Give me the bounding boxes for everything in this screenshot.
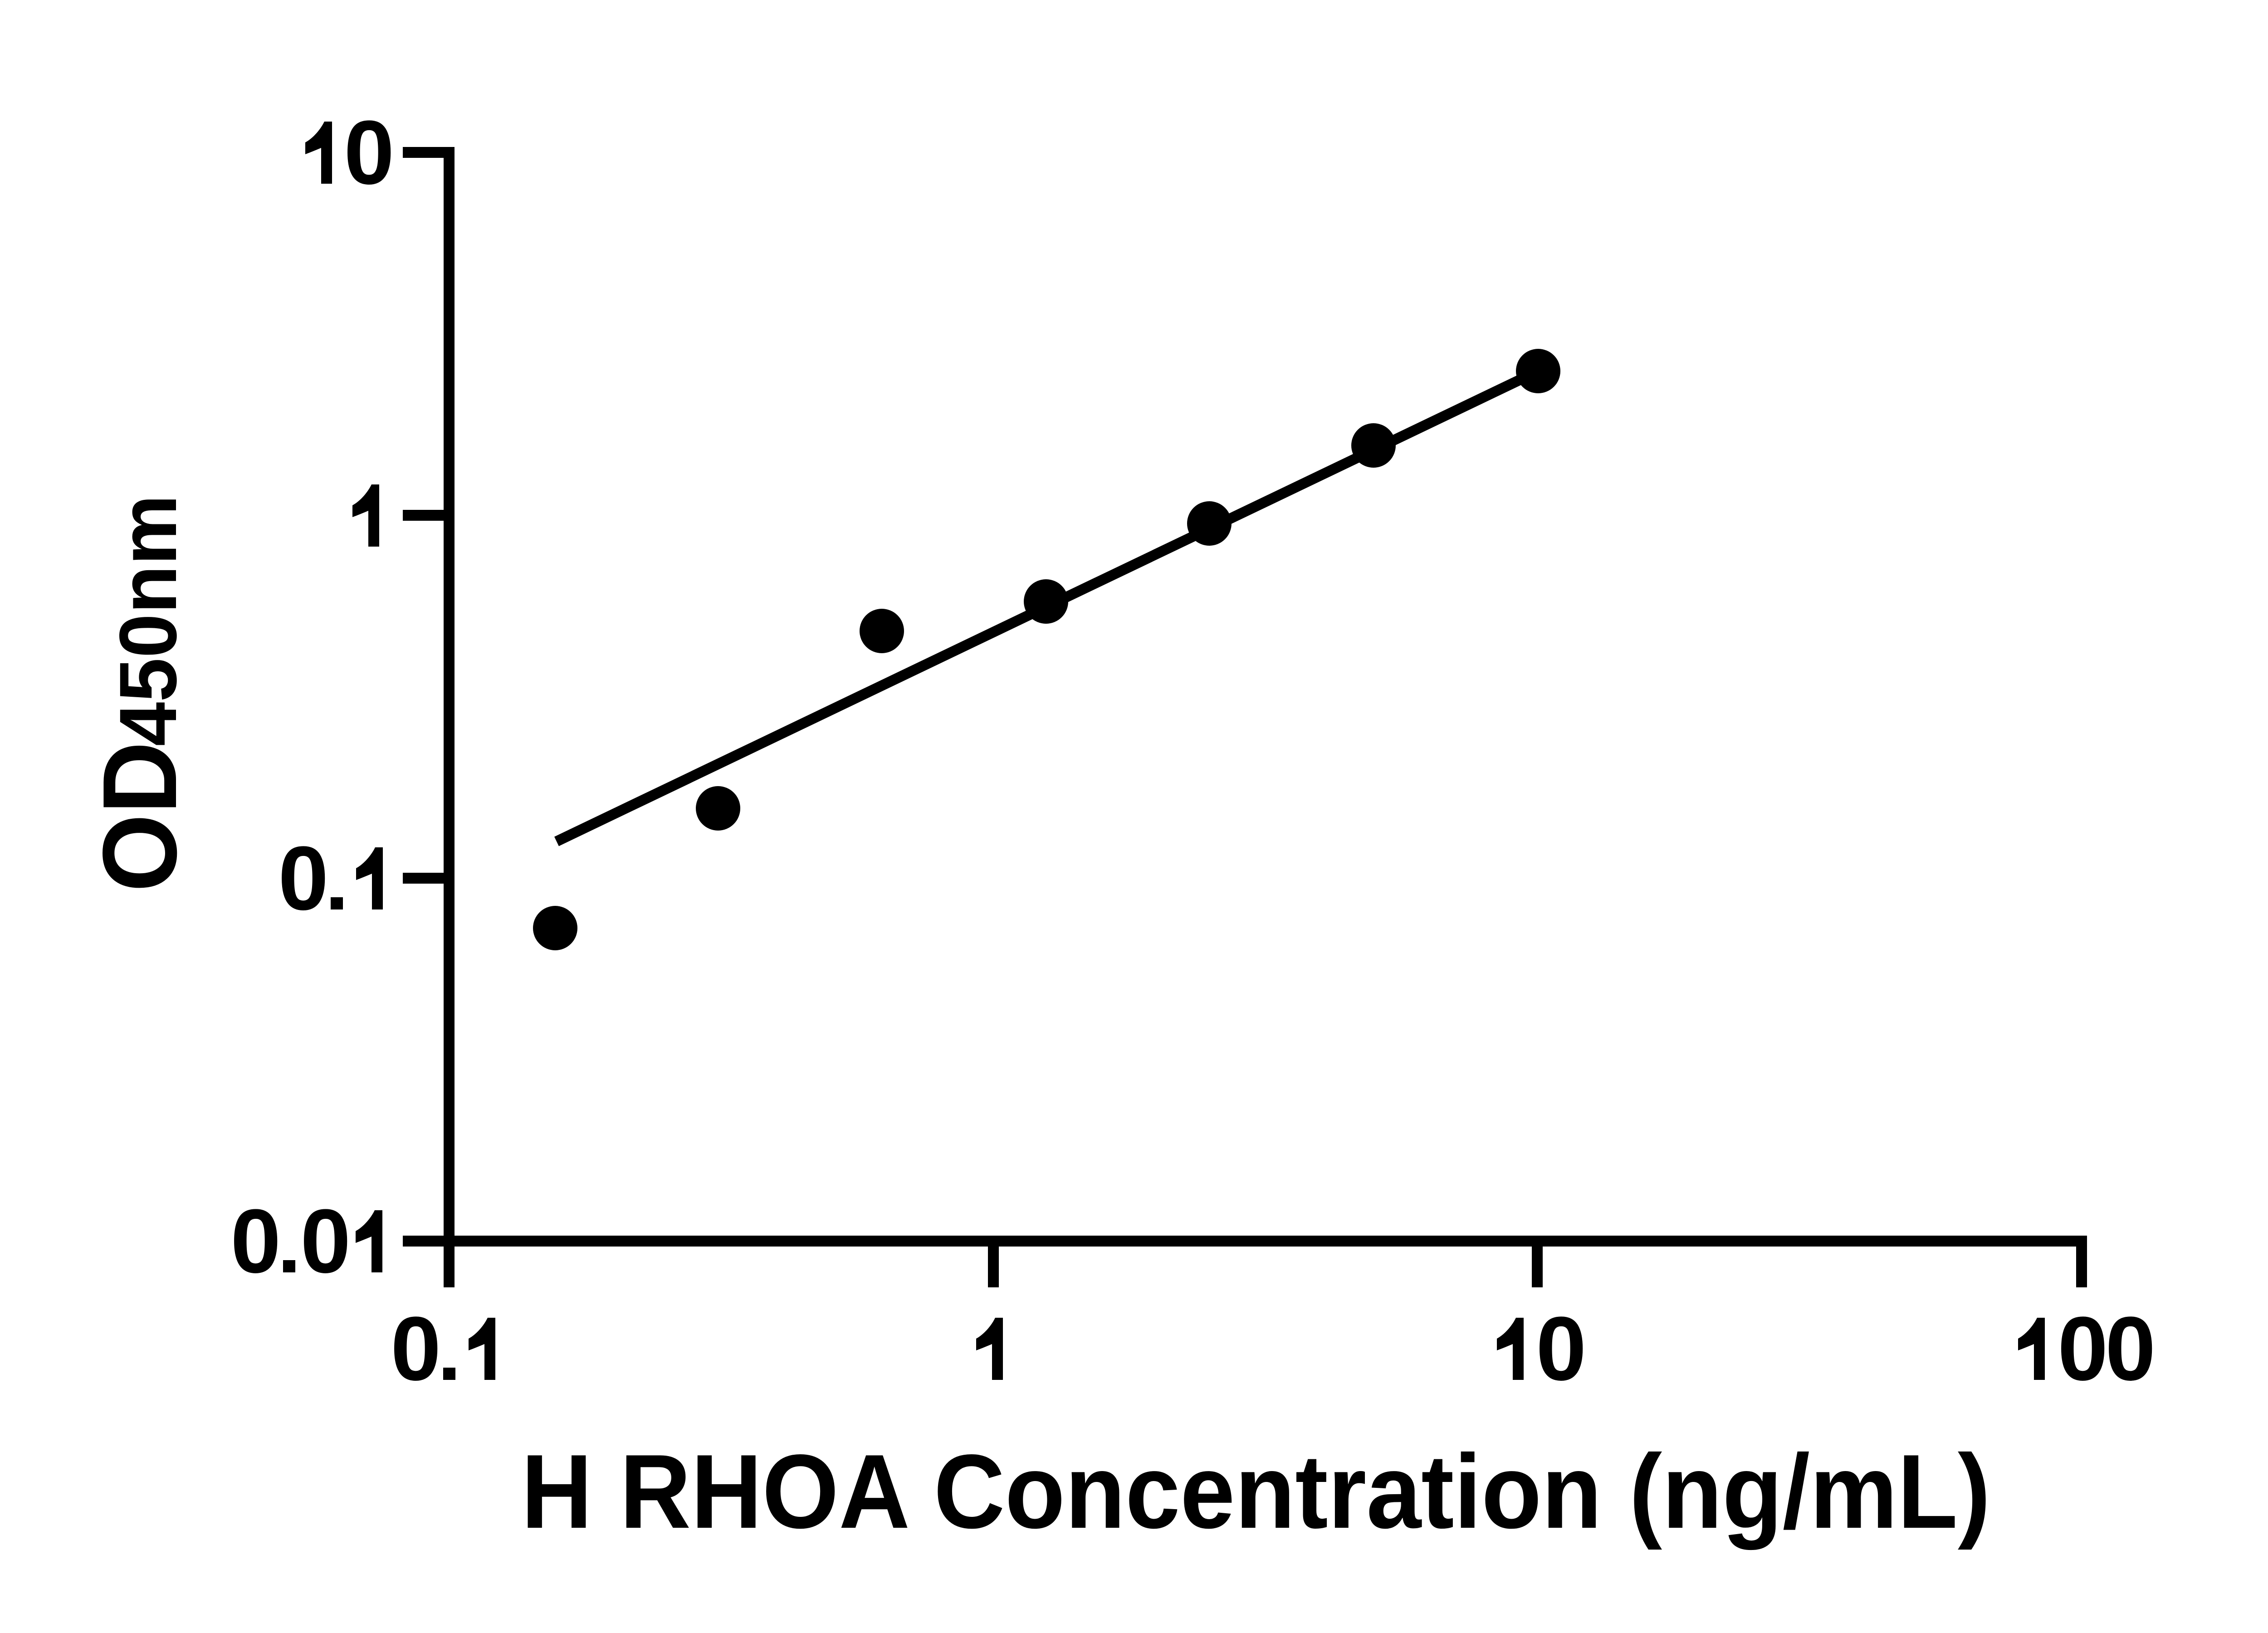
svg-text:0: 0 (2058, 1298, 2108, 1399)
svg-text:OD: OD (81, 742, 199, 892)
svg-text:0: 0 (391, 1298, 441, 1399)
svg-text:450nm: 450nm (103, 494, 193, 746)
svg-text:0: 0 (344, 102, 394, 203)
svg-text:0: 0 (300, 1191, 351, 1292)
svg-text:0: 0 (278, 828, 328, 929)
svg-text:0: 0 (230, 1191, 281, 1292)
svg-text:H RHOA Concentration (ng/mL): H RHOA Concentration (ng/mL) (521, 1433, 1990, 1550)
svg-text:0: 0 (2105, 1298, 2156, 1399)
svg-text:0: 0 (1536, 1298, 1586, 1399)
